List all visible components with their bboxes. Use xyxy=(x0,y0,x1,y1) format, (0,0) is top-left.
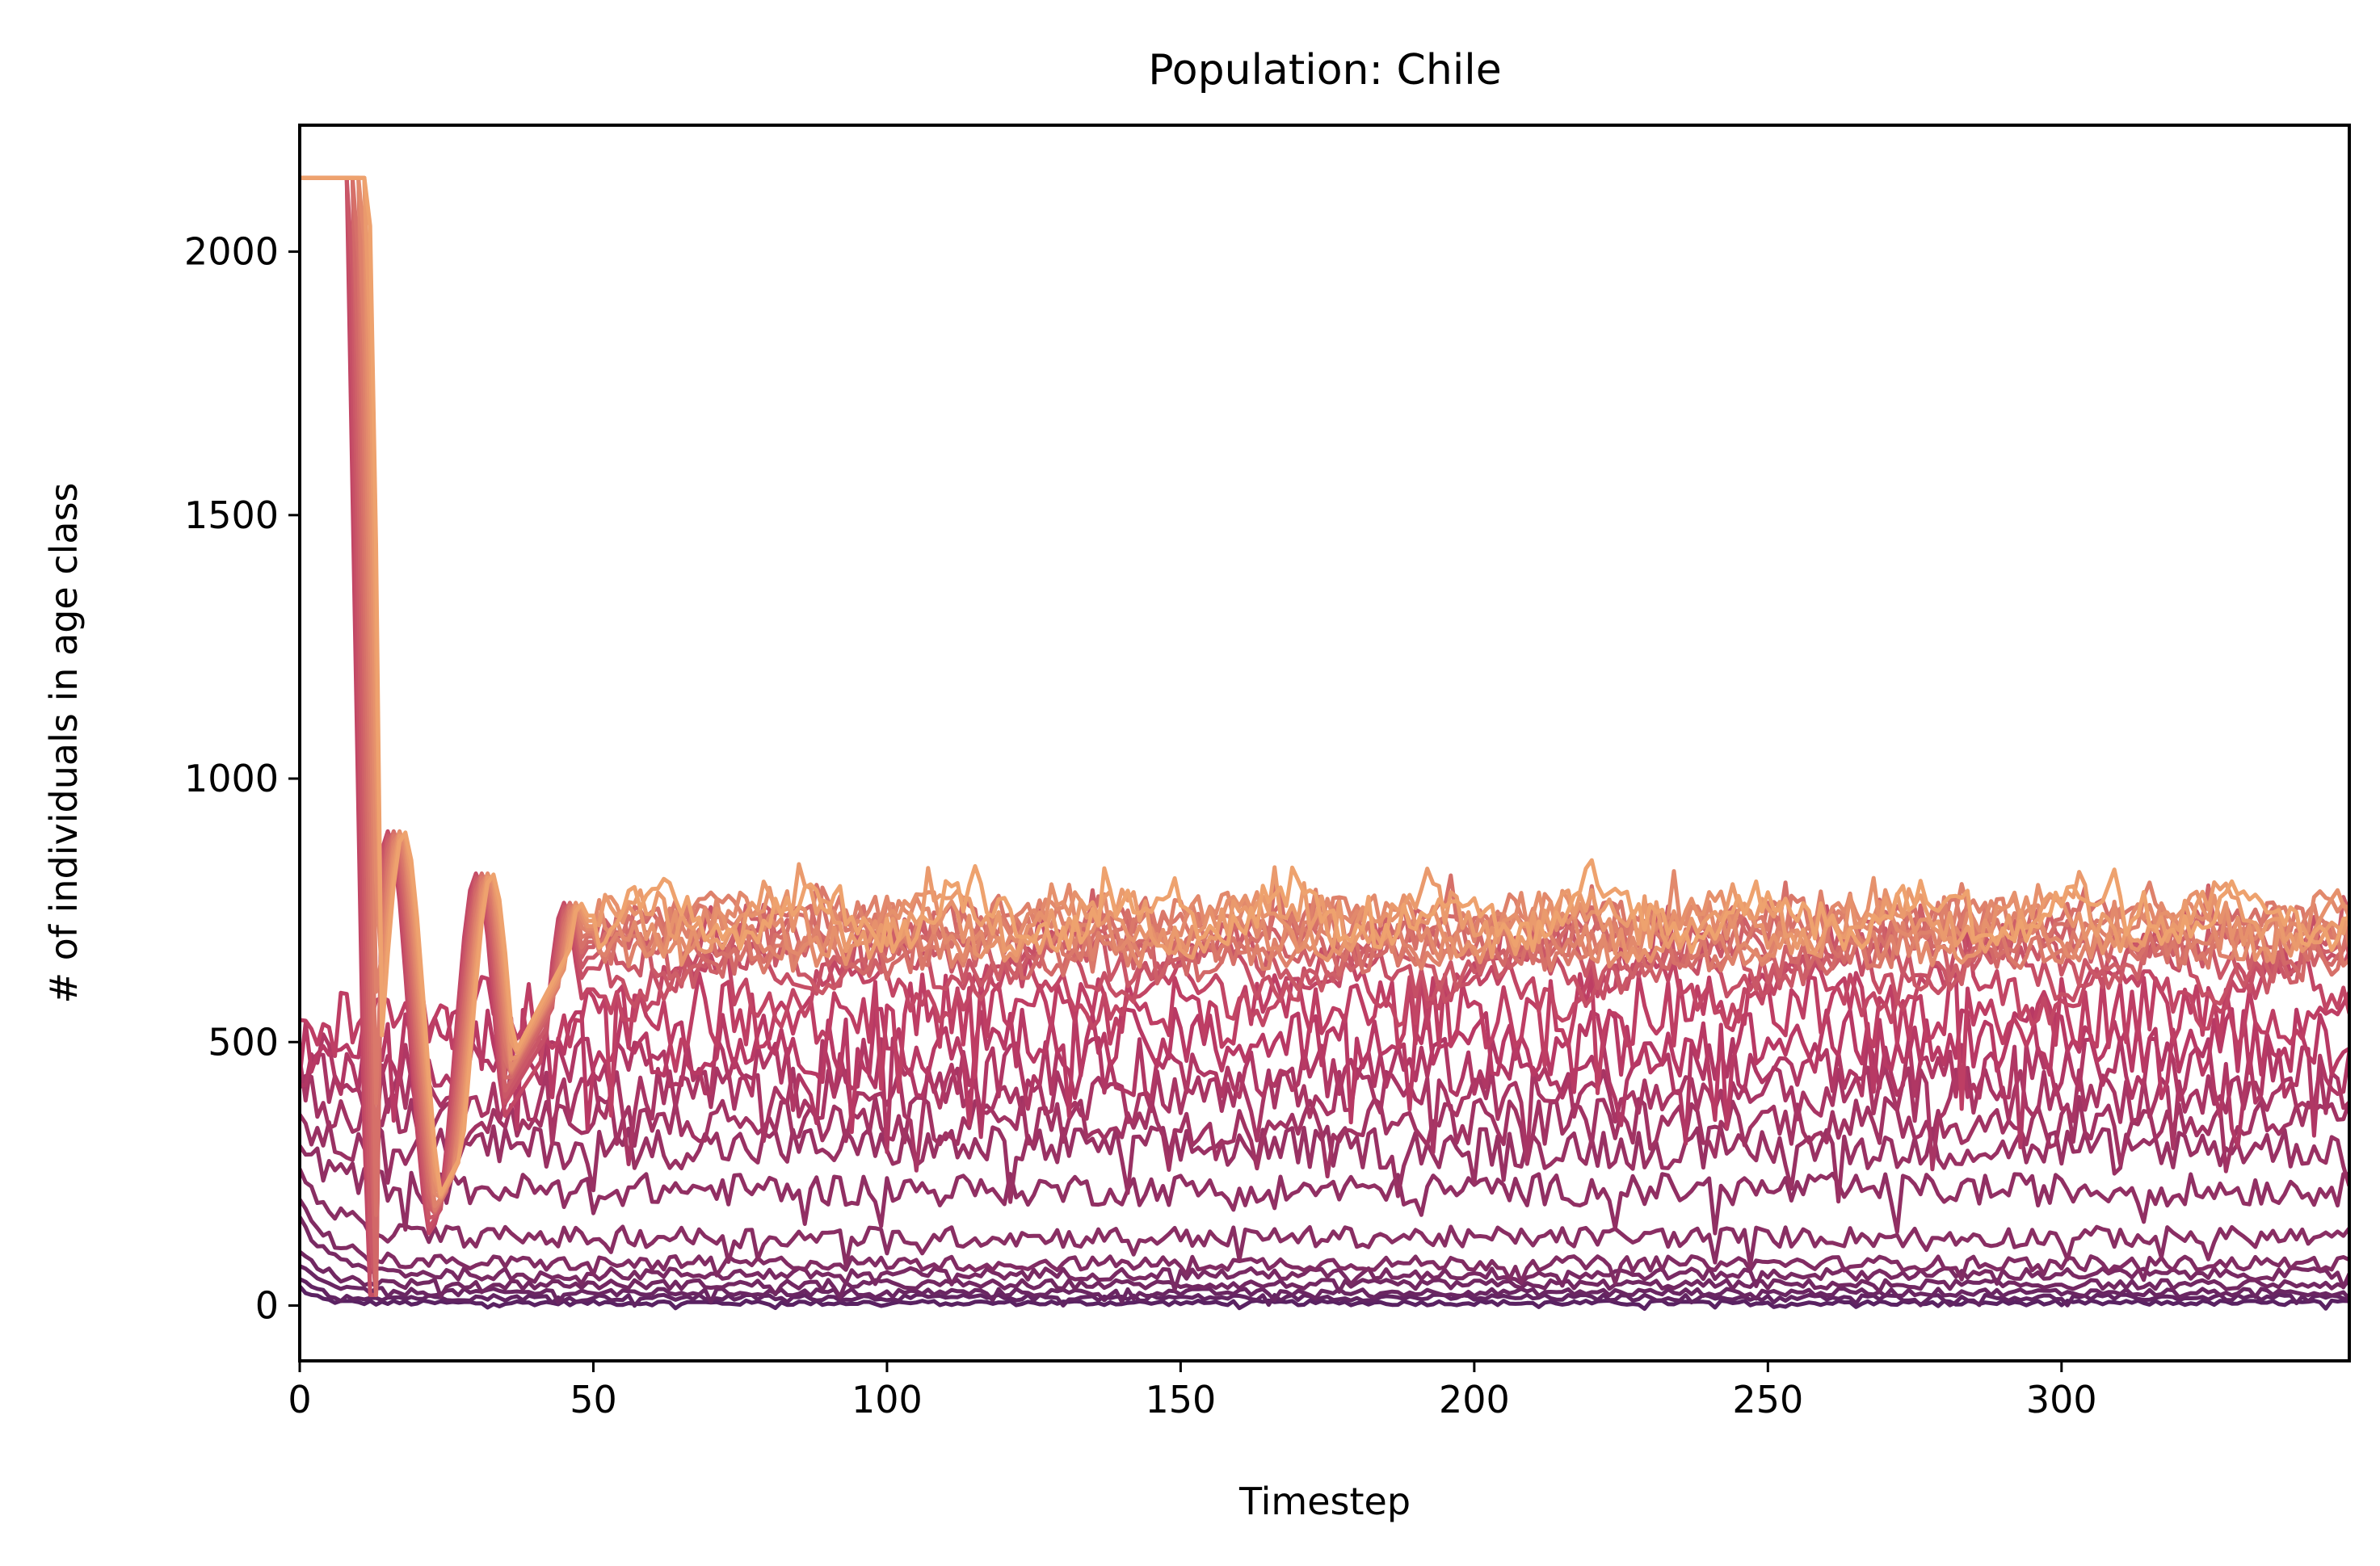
plot-frame xyxy=(298,124,2351,1362)
series-line xyxy=(300,1277,2349,1308)
x-axis-label: Timestep xyxy=(1238,1480,1411,1523)
y-tick-label: 1000 xyxy=(184,757,279,800)
series-lines xyxy=(300,175,2349,1312)
x-tick-label: 150 xyxy=(1145,1378,1216,1421)
series-line xyxy=(300,1249,2349,1299)
series-line xyxy=(300,175,2349,1199)
series-line xyxy=(300,1285,2349,1312)
series-line xyxy=(300,1032,2349,1154)
x-tick-label: 200 xyxy=(1439,1378,1510,1421)
series-line xyxy=(300,175,2349,1196)
x-tick-label: 100 xyxy=(852,1378,923,1421)
x-axis-ticks: 0 50 100 150 200 250 300 xyxy=(288,1361,2097,1421)
y-tick-label: 0 xyxy=(255,1283,279,1327)
x-tick-label: 300 xyxy=(2026,1378,2097,1421)
series-line xyxy=(300,1215,2349,1292)
y-tick-label: 1500 xyxy=(184,493,279,537)
series-line xyxy=(300,1113,2349,1204)
chart-title: Population: Chile xyxy=(1148,46,1501,94)
y-tick-label: 500 xyxy=(208,1020,279,1064)
y-axis-ticks: 0 500 1000 1500 2000 xyxy=(184,230,300,1327)
series-line xyxy=(300,1073,2349,1179)
y-tick-label: 2000 xyxy=(184,230,279,274)
x-tick-label: 50 xyxy=(570,1378,617,1421)
series-line xyxy=(300,1198,2349,1286)
series-line xyxy=(300,1264,2349,1305)
series-line xyxy=(300,1144,2349,1236)
series-line xyxy=(300,1052,2349,1173)
series-line xyxy=(300,1006,2349,1135)
y-axis-label: # of individuals in age class xyxy=(42,482,86,1003)
x-tick-label: 250 xyxy=(1732,1378,1803,1421)
x-tick-label: 0 xyxy=(288,1378,311,1421)
series-line xyxy=(300,1168,2349,1268)
